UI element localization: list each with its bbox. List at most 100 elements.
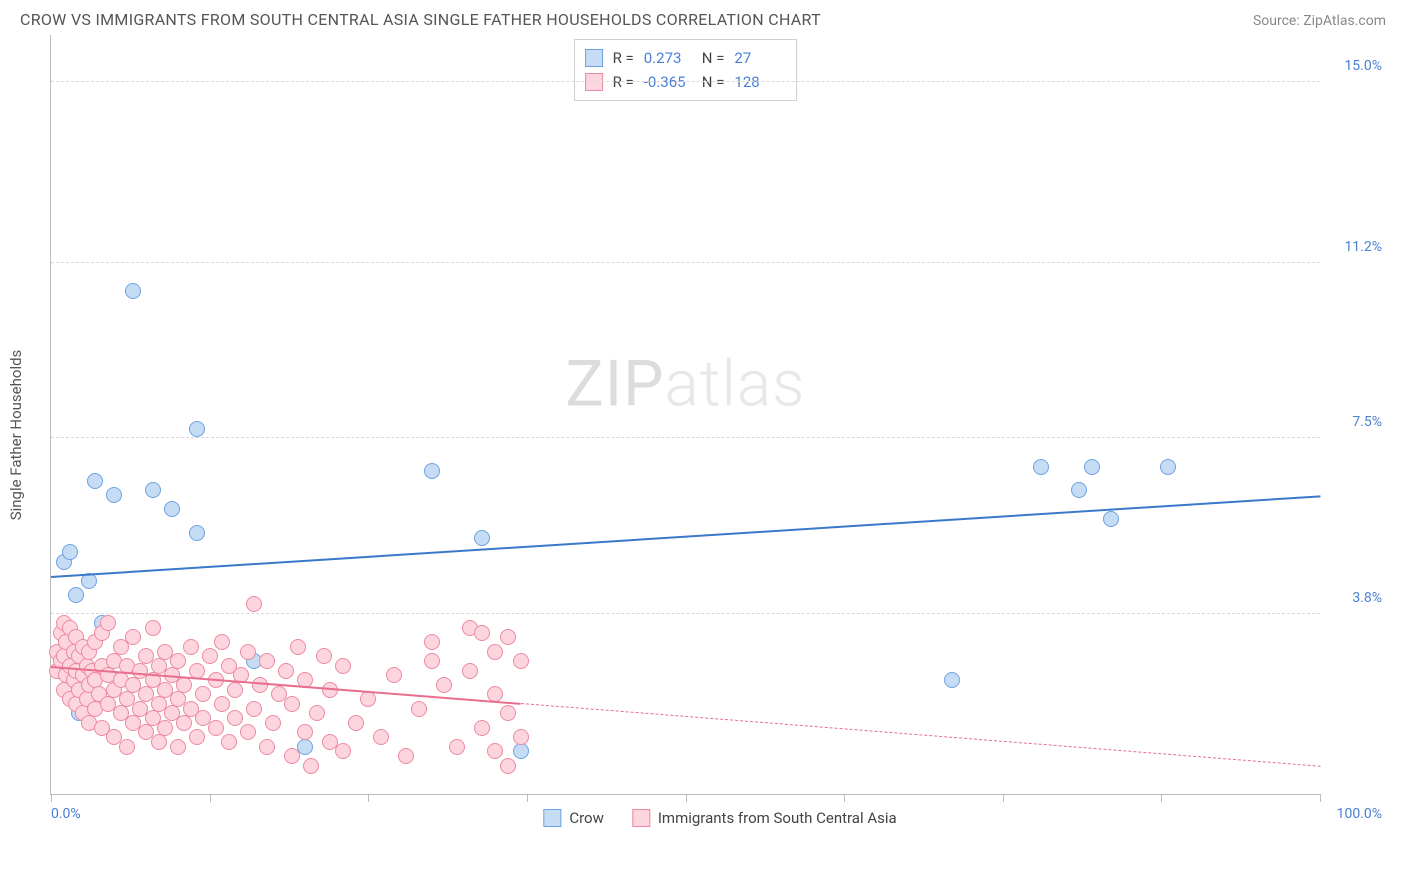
y-tick-label: 7.5% (1326, 414, 1382, 430)
x-tick (844, 794, 845, 802)
scatter-point (240, 724, 256, 740)
scatter-point (316, 648, 332, 664)
scatter-point (436, 677, 452, 693)
stats-row: R =0.273N =27 (585, 46, 783, 70)
y-axis-label: Single Father Households (7, 350, 25, 521)
scatter-point (246, 596, 262, 612)
scatter-point (398, 748, 414, 764)
scatter-point (297, 724, 313, 740)
gridline (51, 262, 1320, 263)
chart-container: Single Father Households ZIPatlas R =0.2… (50, 35, 1390, 835)
scatter-point (487, 743, 503, 759)
scatter-point (189, 421, 205, 437)
scatter-point (474, 625, 490, 641)
scatter-point (119, 739, 135, 755)
legend-swatch (585, 49, 603, 67)
scatter-point (106, 487, 122, 503)
gridline (51, 613, 1320, 614)
scatter-point (176, 715, 192, 731)
watermark: ZIPatlas (565, 347, 805, 422)
scatter-point (303, 758, 319, 774)
x-axis-max-label: 100.0% (1337, 806, 1382, 822)
scatter-point (373, 729, 389, 745)
scatter-point (157, 720, 173, 736)
scatter-point (1033, 459, 1049, 475)
scatter-point (246, 701, 262, 717)
scatter-point (424, 634, 440, 650)
scatter-point (513, 743, 529, 759)
plot-area: ZIPatlas R =0.273N =27R =-0.365N =128 3.… (50, 35, 1320, 795)
scatter-point (164, 501, 180, 517)
x-tick (210, 794, 211, 802)
scatter-point (335, 743, 351, 759)
scatter-point (214, 634, 230, 650)
scatter-point (348, 715, 364, 731)
scatter-point (68, 587, 84, 603)
scatter-point (265, 715, 281, 731)
source-attribution: Source: ZipAtlas.com (1253, 13, 1386, 29)
scatter-point (1071, 482, 1087, 498)
y-tick-label: 3.8% (1326, 590, 1382, 606)
legend-item: Crow (543, 809, 604, 827)
scatter-point (189, 525, 205, 541)
chart-title: CROW VS IMMIGRANTS FROM SOUTH CENTRAL AS… (20, 10, 821, 29)
scatter-point (214, 696, 230, 712)
scatter-point (474, 530, 490, 546)
scatter-point (424, 653, 440, 669)
gridline (51, 437, 1320, 438)
scatter-point (183, 639, 199, 655)
scatter-point (462, 663, 478, 679)
scatter-point (151, 734, 167, 750)
scatter-point (424, 463, 440, 479)
scatter-point (1084, 459, 1100, 475)
scatter-point (284, 696, 300, 712)
x-tick (686, 794, 687, 802)
x-tick (1161, 794, 1162, 802)
scatter-point (227, 710, 243, 726)
legend-swatch (632, 809, 650, 827)
scatter-point (259, 653, 275, 669)
regression-line (51, 495, 1320, 578)
scatter-point (145, 482, 161, 498)
scatter-point (386, 667, 402, 683)
scatter-point (195, 686, 211, 702)
scatter-point (500, 758, 516, 774)
scatter-point (227, 682, 243, 698)
scatter-point (411, 701, 427, 717)
x-tick (368, 794, 369, 802)
legend-label: Crow (569, 809, 604, 827)
scatter-point (125, 283, 141, 299)
scatter-point (1160, 459, 1176, 475)
scatter-point (449, 739, 465, 755)
legend-item: Immigrants from South Central Asia (632, 809, 897, 827)
scatter-point (1103, 511, 1119, 527)
gridline (51, 81, 1320, 82)
regression-line-extrapolated (520, 703, 1320, 767)
legend-swatch (543, 809, 561, 827)
scatter-point (176, 677, 192, 693)
scatter-point (170, 739, 186, 755)
scatter-point (487, 644, 503, 660)
scatter-point (500, 705, 516, 721)
scatter-point (221, 734, 237, 750)
x-axis-min-label: 0.0% (51, 806, 81, 822)
bottom-legend: Crow Immigrants from South Central Asia (543, 809, 896, 827)
scatter-point (474, 720, 490, 736)
scatter-point (500, 629, 516, 645)
scatter-point (87, 473, 103, 489)
correlation-stats-box: R =0.273N =27R =-0.365N =128 (574, 39, 798, 101)
scatter-point (360, 691, 376, 707)
scatter-point (513, 653, 529, 669)
x-tick (527, 794, 528, 802)
scatter-point (284, 748, 300, 764)
scatter-point (202, 648, 218, 664)
scatter-point (335, 658, 351, 674)
scatter-point (100, 615, 116, 631)
scatter-point (290, 639, 306, 655)
x-tick (1320, 794, 1321, 802)
x-tick (51, 794, 52, 802)
x-tick (1003, 794, 1004, 802)
stat-r-value: 0.273 (644, 46, 692, 70)
scatter-point (189, 729, 205, 745)
scatter-point (944, 672, 960, 688)
